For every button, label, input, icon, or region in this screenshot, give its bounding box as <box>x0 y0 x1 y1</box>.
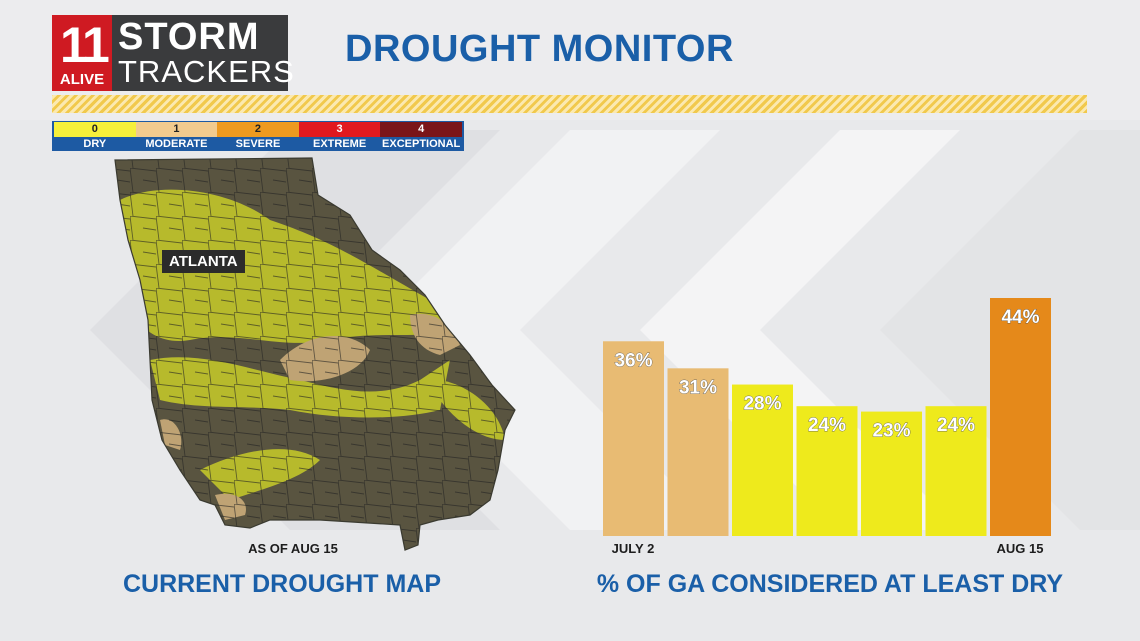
decorative-stripe <box>52 95 1087 113</box>
bar-1 <box>667 368 729 536</box>
legend-label: MODERATE <box>145 138 208 150</box>
map-date-label: AS OF AUG 15 <box>248 541 338 556</box>
legend-label: SEVERE <box>235 138 281 150</box>
legend-item-1: 1 MODERATE <box>135 121 218 151</box>
bar-value-label-1: 31% <box>679 377 717 398</box>
legend-swatch: 4 <box>380 122 462 137</box>
legend-swatch: 3 <box>298 122 381 137</box>
legend-swatch: 1 <box>135 122 218 137</box>
legend-item-0: 0 DRY <box>54 121 136 151</box>
x-axis-start-label: JULY 2 <box>611 541 655 556</box>
atlanta-label: ATLANTA <box>162 250 245 273</box>
logo-alive: ALIVE <box>59 71 105 88</box>
station-logo: 11 ALIVE STORM TRACKERS <box>52 15 294 91</box>
logo-storm: STORM <box>118 16 260 58</box>
legend-swatch: 0 <box>54 122 136 137</box>
chart-title: % OF GA CONSIDERED AT LEAST DRY <box>596 570 1064 598</box>
bar-0 <box>603 341 664 536</box>
bar-3 <box>796 406 858 536</box>
bar-value-label-4: 23% <box>872 421 910 442</box>
map-regions <box>115 158 515 550</box>
logo-stormtrackers-box: STORM TRACKERS <box>112 15 294 91</box>
bar-6 <box>990 298 1051 536</box>
bar-value-label-3: 24% <box>808 415 846 436</box>
bar-value-label-5: 24% <box>937 415 975 436</box>
legend-label: DRY <box>83 138 107 150</box>
legend-label: EXCEPTIONAL <box>382 138 461 150</box>
dry-percentage-bar-chart: 36% 31% 28% 24% 23% 24% 44% <box>603 298 1051 536</box>
logo-trackers: TRACKERS <box>118 54 295 89</box>
legend-item-2: 2 SEVERE <box>217 121 299 151</box>
x-axis-end-label: AUG 15 <box>996 541 1044 556</box>
bar-2 <box>732 384 793 536</box>
bar-5 <box>925 406 987 536</box>
page-title: DROUGHT MONITOR <box>345 28 734 70</box>
georgia-drought-map <box>114 157 516 551</box>
map-caption: CURRENT DROUGHT MAP <box>122 570 442 598</box>
logo-eleven-box: 11 ALIVE <box>52 15 112 91</box>
bar-value-label-0: 36% <box>614 350 652 371</box>
legend-item-4: 4 EXCEPTIONAL <box>380 121 462 151</box>
legend-swatch: 2 <box>217 122 299 137</box>
drought-legend: 0 DRY 1 MODERATE 2 SEVERE 3 EXTREME 4 EX… <box>52 121 464 151</box>
legend-item-3: 3 EXTREME <box>298 121 381 151</box>
logo-number: 11 <box>60 17 110 73</box>
bar-value-label-6: 44% <box>1001 307 1039 328</box>
bar-value-label-2: 28% <box>743 394 781 415</box>
legend-label: EXTREME <box>312 138 367 150</box>
bar-4 <box>861 411 922 536</box>
